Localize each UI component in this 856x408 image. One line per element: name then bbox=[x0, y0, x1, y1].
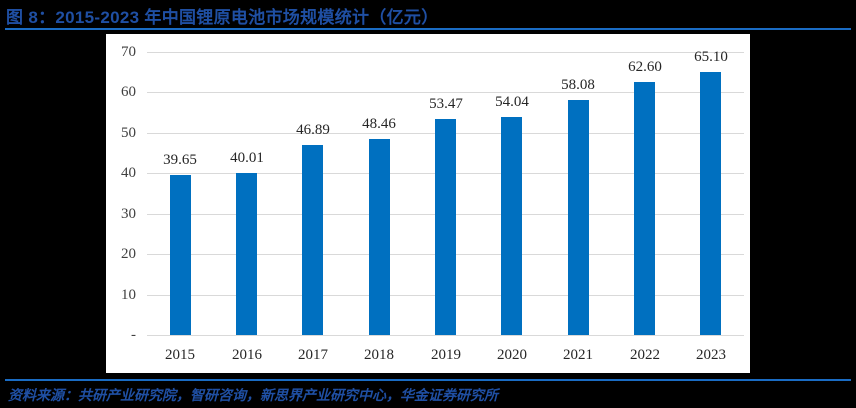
bar-value-label: 62.60 bbox=[628, 59, 662, 75]
figure-title: 图 8：2015-2023 年中国锂原电池市场规模统计（亿元） bbox=[6, 8, 439, 27]
y-axis-tick-label: - bbox=[131, 327, 136, 343]
bar-value-label: 39.65 bbox=[163, 152, 197, 168]
gridline bbox=[147, 52, 744, 53]
bar-2023 bbox=[700, 72, 721, 335]
bar-value-label: 40.01 bbox=[230, 150, 264, 166]
y-axis-tick-label: 10 bbox=[121, 287, 136, 303]
gridline bbox=[147, 335, 744, 336]
bar-value-label: 58.08 bbox=[561, 77, 595, 93]
bar-value-label: 46.89 bbox=[296, 122, 330, 138]
x-axis-tick-label: 2022 bbox=[630, 347, 660, 363]
x-axis-tick-label: 2021 bbox=[563, 347, 593, 363]
bar-2016 bbox=[236, 173, 257, 335]
bar-2015 bbox=[170, 175, 191, 335]
bar-chart: - 10 20 30 40 50 60 70 39.65 2015 40.01 2016 46.89 20… bbox=[106, 34, 750, 373]
bar-value-label: 48.46 bbox=[362, 116, 396, 132]
bar-2022 bbox=[634, 82, 655, 335]
x-axis-tick-label: 2018 bbox=[364, 347, 394, 363]
x-axis-tick-label: 2020 bbox=[497, 347, 527, 363]
bar-value-label: 65.10 bbox=[694, 49, 728, 65]
y-axis-tick-label: 70 bbox=[121, 44, 136, 60]
bar-value-label: 54.04 bbox=[495, 94, 529, 110]
y-axis-tick-label: 30 bbox=[121, 206, 136, 222]
bar-2019 bbox=[435, 119, 456, 335]
source-divider bbox=[5, 379, 851, 381]
bar-2017 bbox=[302, 145, 323, 335]
bar-2018 bbox=[369, 139, 390, 335]
title-divider bbox=[5, 28, 851, 30]
x-axis-tick-label: 2017 bbox=[298, 347, 328, 363]
y-axis-tick-label: 60 bbox=[121, 84, 136, 100]
x-axis-tick-label: 2023 bbox=[696, 347, 726, 363]
bar-2020 bbox=[501, 117, 522, 335]
y-axis-tick-label: 50 bbox=[121, 125, 136, 141]
source-note: 资料来源：共研产业研究院，智研咨询，新思界产业研究中心，华金证券研究所 bbox=[8, 387, 498, 403]
x-axis-tick-label: 2015 bbox=[165, 347, 195, 363]
gridline bbox=[147, 92, 744, 93]
bar-value-label: 53.47 bbox=[429, 96, 463, 112]
y-axis-tick-label: 20 bbox=[121, 246, 136, 262]
x-axis-tick-label: 2016 bbox=[232, 347, 262, 363]
x-axis-tick-label: 2019 bbox=[431, 347, 461, 363]
y-axis-tick-label: 40 bbox=[121, 165, 136, 181]
bar-2021 bbox=[568, 100, 589, 335]
